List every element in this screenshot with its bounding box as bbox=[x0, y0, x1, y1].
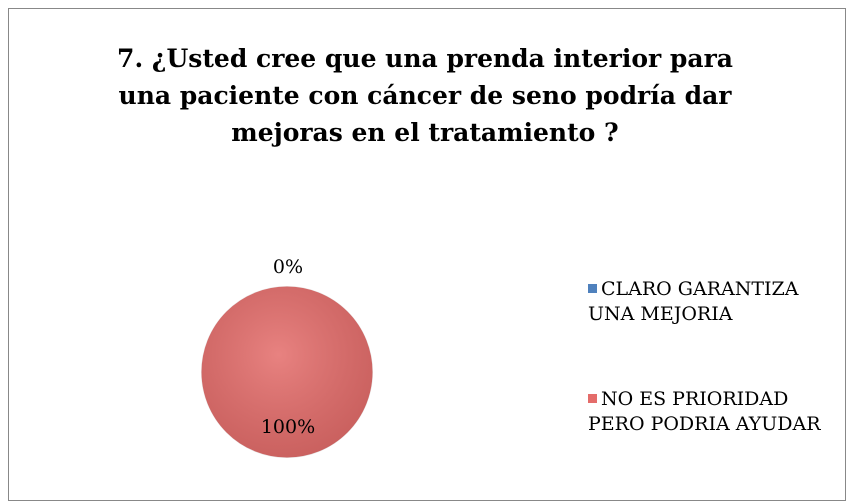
data-label: 100% bbox=[261, 416, 315, 438]
legend-item: NO ES PRIORIDAD PERO PODRIA AYUDAR bbox=[588, 387, 838, 437]
data-label: 0% bbox=[273, 256, 303, 278]
chart-frame bbox=[8, 8, 846, 501]
legend-swatch bbox=[588, 394, 597, 403]
legend-swatch bbox=[588, 284, 597, 293]
legend-item: CLARO GARANTIZA UNA MEJORIA bbox=[588, 277, 838, 327]
chart-title: 7. ¿Usted cree que una prenda interior p… bbox=[117, 44, 733, 147]
pie-shade bbox=[201, 286, 373, 458]
legend-label: CLARO GARANTIZA UNA MEJORIA bbox=[588, 278, 799, 325]
legend-label: NO ES PRIORIDAD PERO PODRIA AYUDAR bbox=[588, 388, 821, 435]
